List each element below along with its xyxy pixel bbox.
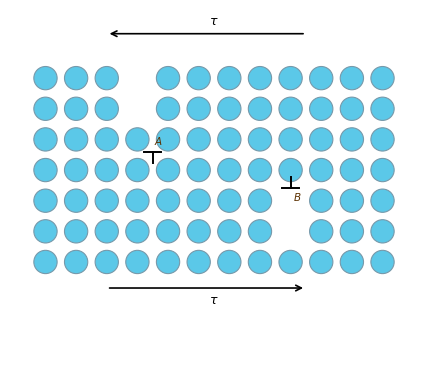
Circle shape bbox=[279, 97, 302, 120]
Circle shape bbox=[248, 97, 272, 120]
Circle shape bbox=[248, 220, 272, 243]
Circle shape bbox=[187, 97, 210, 120]
Circle shape bbox=[65, 97, 88, 120]
Circle shape bbox=[279, 67, 302, 90]
Circle shape bbox=[218, 189, 241, 212]
Circle shape bbox=[65, 189, 88, 212]
Circle shape bbox=[248, 250, 272, 273]
Circle shape bbox=[340, 220, 363, 243]
Text: τ: τ bbox=[210, 15, 218, 28]
Circle shape bbox=[371, 250, 394, 273]
Circle shape bbox=[248, 159, 272, 182]
Circle shape bbox=[279, 128, 302, 151]
Circle shape bbox=[156, 128, 180, 151]
Circle shape bbox=[34, 189, 57, 212]
Circle shape bbox=[218, 128, 241, 151]
Circle shape bbox=[309, 250, 333, 273]
Circle shape bbox=[126, 220, 149, 243]
Circle shape bbox=[248, 67, 272, 90]
Circle shape bbox=[248, 189, 272, 212]
Circle shape bbox=[218, 159, 241, 182]
Circle shape bbox=[95, 189, 119, 212]
Circle shape bbox=[34, 220, 57, 243]
Circle shape bbox=[126, 250, 149, 273]
Circle shape bbox=[156, 159, 180, 182]
Circle shape bbox=[187, 67, 210, 90]
Circle shape bbox=[371, 97, 394, 120]
Circle shape bbox=[34, 97, 57, 120]
Circle shape bbox=[279, 159, 302, 182]
Circle shape bbox=[371, 189, 394, 212]
Circle shape bbox=[340, 67, 363, 90]
Circle shape bbox=[156, 250, 180, 273]
Circle shape bbox=[187, 128, 210, 151]
Circle shape bbox=[218, 250, 241, 273]
Circle shape bbox=[156, 220, 180, 243]
Circle shape bbox=[34, 159, 57, 182]
Circle shape bbox=[187, 220, 210, 243]
Circle shape bbox=[371, 159, 394, 182]
Circle shape bbox=[248, 128, 272, 151]
Circle shape bbox=[218, 97, 241, 120]
Circle shape bbox=[218, 67, 241, 90]
Circle shape bbox=[187, 189, 210, 212]
Circle shape bbox=[34, 250, 57, 273]
Circle shape bbox=[95, 159, 119, 182]
Circle shape bbox=[340, 128, 363, 151]
Circle shape bbox=[126, 189, 149, 212]
Circle shape bbox=[126, 159, 149, 182]
Circle shape bbox=[34, 128, 57, 151]
Circle shape bbox=[156, 67, 180, 90]
Text: A: A bbox=[154, 137, 161, 147]
Circle shape bbox=[309, 159, 333, 182]
Circle shape bbox=[156, 97, 180, 120]
Circle shape bbox=[371, 128, 394, 151]
Circle shape bbox=[340, 97, 363, 120]
Circle shape bbox=[218, 220, 241, 243]
Circle shape bbox=[65, 250, 88, 273]
Circle shape bbox=[340, 159, 363, 182]
Circle shape bbox=[65, 67, 88, 90]
Circle shape bbox=[95, 97, 119, 120]
Circle shape bbox=[65, 128, 88, 151]
Circle shape bbox=[126, 128, 149, 151]
Circle shape bbox=[34, 67, 57, 90]
Circle shape bbox=[65, 159, 88, 182]
Circle shape bbox=[95, 220, 119, 243]
Circle shape bbox=[340, 189, 363, 212]
Circle shape bbox=[309, 220, 333, 243]
Circle shape bbox=[309, 67, 333, 90]
Circle shape bbox=[340, 250, 363, 273]
Circle shape bbox=[187, 159, 210, 182]
Circle shape bbox=[309, 189, 333, 212]
Circle shape bbox=[95, 67, 119, 90]
Circle shape bbox=[309, 97, 333, 120]
Circle shape bbox=[156, 189, 180, 212]
Circle shape bbox=[95, 128, 119, 151]
Circle shape bbox=[187, 250, 210, 273]
Circle shape bbox=[309, 128, 333, 151]
Circle shape bbox=[279, 250, 302, 273]
Circle shape bbox=[65, 220, 88, 243]
Circle shape bbox=[371, 220, 394, 243]
Circle shape bbox=[95, 250, 119, 273]
Circle shape bbox=[371, 67, 394, 90]
Text: τ: τ bbox=[210, 293, 218, 306]
Text: B: B bbox=[294, 193, 301, 203]
